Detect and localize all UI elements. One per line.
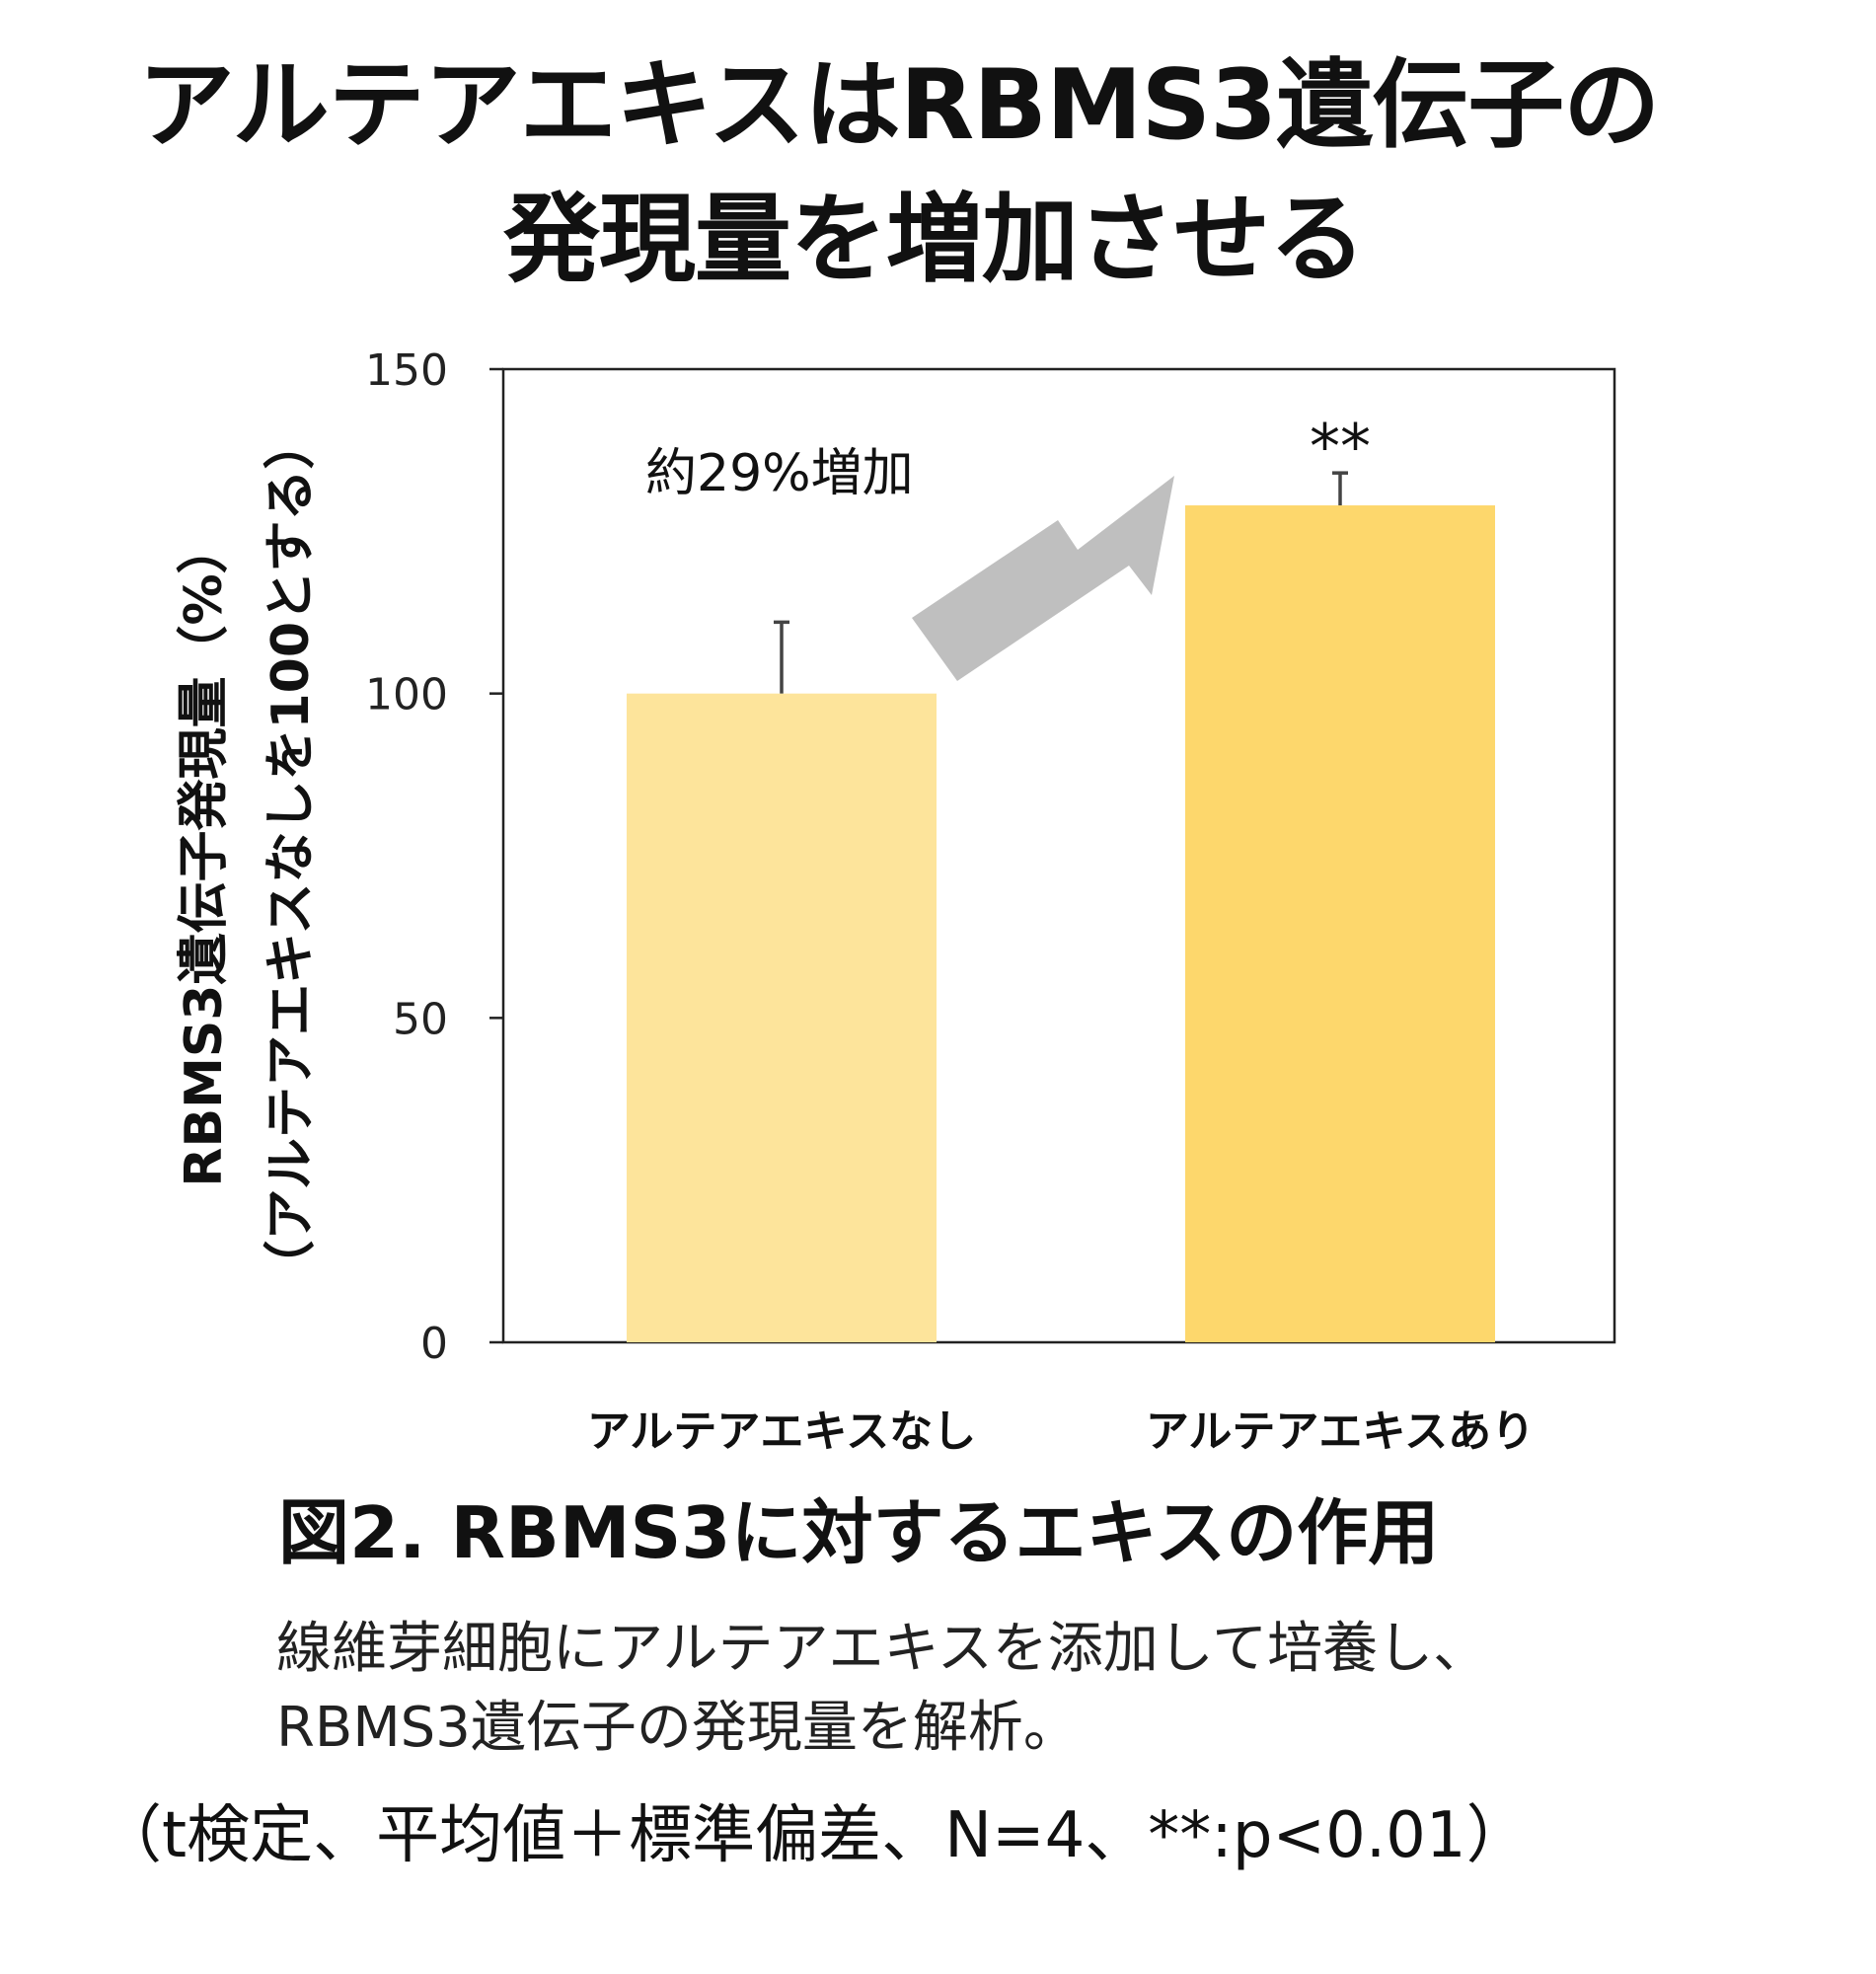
category-label-1: アルテアエキスなし bbox=[587, 1406, 976, 1457]
bar-2 bbox=[1185, 505, 1495, 1342]
y-tick-label: 100 bbox=[365, 670, 448, 721]
y-tick-label: 50 bbox=[393, 994, 448, 1044]
chart-title-line1: アルテアエキスはRBMS3遺伝子の bbox=[137, 49, 1661, 162]
plot-frame bbox=[501, 367, 1616, 1344]
increase-arrow bbox=[912, 476, 1174, 681]
bar-chart: RBMS3遺伝子発現量（%） （アルテアエキスなしを100とする） 0 50 100 1… bbox=[175, 345, 1616, 1457]
increase-annotation: 約29%増加 bbox=[645, 444, 914, 503]
category-labels: アルテアエキスなし アルテアエキスあり bbox=[587, 1406, 1535, 1457]
statistics-footnote: （t検定、平均値＋標準偏差、N=4、**:p<0.01） bbox=[99, 1799, 1530, 1872]
significance-marker: ** bbox=[1310, 411, 1371, 483]
y-axis-label: RBMS3遺伝子発現量（%） （アルテアエキスなしを100とする） bbox=[175, 418, 321, 1292]
category-label-2: アルテアエキスあり bbox=[1146, 1406, 1535, 1457]
y-tick-label: 0 bbox=[420, 1319, 448, 1369]
figure-caption: 図2. RBMS3に対するエキスの作用 bbox=[278, 1491, 1440, 1574]
error-bars bbox=[774, 471, 1348, 694]
y-axis-label-line1: RBMS3遺伝子発現量（%） bbox=[175, 522, 234, 1186]
y-tick-label: 150 bbox=[365, 345, 448, 396]
bar-1 bbox=[627, 693, 937, 1342]
bars bbox=[627, 505, 1495, 1342]
arrow-shape bbox=[912, 476, 1174, 681]
y-axis-ticks: 0 50 100 150 bbox=[365, 345, 503, 1369]
description-line1: 線維芽細胞にアルテアエキスを添加して培養し、 bbox=[276, 1617, 1489, 1681]
y-axis-label-line2: （アルテアエキスなしを100とする） bbox=[262, 418, 321, 1292]
description-line2: RBMS3遺伝子の発現量を解析。 bbox=[276, 1696, 1079, 1760]
chart-title-line2: 発現量を増加させる bbox=[502, 184, 1366, 296]
